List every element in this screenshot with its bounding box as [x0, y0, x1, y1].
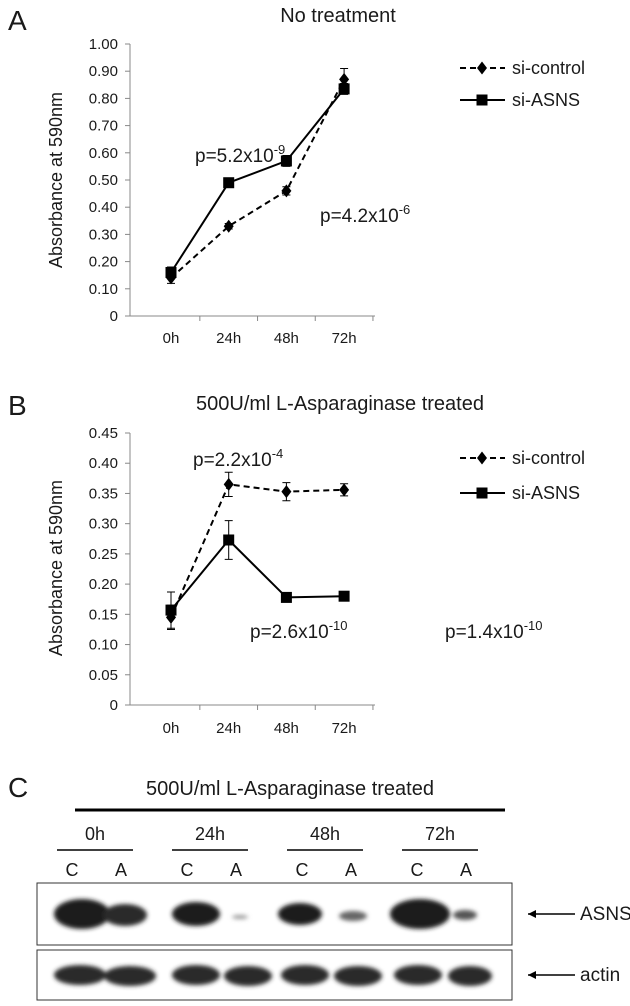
- legend-label: si-control: [512, 58, 585, 78]
- y-tick-label: 0.10: [89, 637, 118, 654]
- y-tick-label: 0.10: [89, 281, 118, 298]
- panel-label: B: [8, 390, 27, 421]
- timepoint-label: 48h: [310, 824, 340, 844]
- legend-marker: [476, 94, 488, 106]
- y-tick-label: 0.50: [89, 172, 118, 189]
- x-tick-label: 48h: [274, 330, 299, 347]
- marker: [281, 485, 292, 499]
- annotation-text: p=1.4x10: [445, 622, 524, 643]
- lane-label: C: [411, 860, 424, 880]
- annotation-exponent: -6: [399, 202, 411, 217]
- legend-label: si-ASNS: [512, 483, 580, 503]
- actin-bands: [54, 965, 492, 986]
- chart-title: No treatment: [280, 5, 396, 27]
- marker: [281, 184, 292, 198]
- lane-label: C: [66, 860, 79, 880]
- y-tick-label: 0.25: [89, 546, 118, 563]
- y-tick-label: 0.60: [89, 145, 118, 162]
- y-tick-label: 0.15: [89, 606, 118, 623]
- marker: [338, 83, 350, 95]
- y-tick-label: 0.35: [89, 485, 118, 502]
- marker: [223, 219, 234, 233]
- y-tick-label: 0.20: [89, 576, 118, 593]
- panel-label: C: [8, 772, 28, 803]
- y-tick-label: 0.30: [89, 516, 118, 533]
- marker: [339, 72, 350, 86]
- x-tick-label: 0h: [163, 330, 180, 347]
- lane-label: A: [115, 860, 127, 880]
- timepoint-label: 72h: [425, 824, 455, 844]
- lane-label: C: [296, 860, 309, 880]
- y-tick-label: 0: [110, 697, 118, 714]
- timepoint-label: 0h: [85, 824, 105, 844]
- annotation: p=2.2x10-4: [193, 446, 283, 471]
- marker: [223, 477, 234, 491]
- lane-label: A: [345, 860, 357, 880]
- marker: [223, 534, 235, 546]
- y-tick-label: 0.05: [89, 667, 118, 684]
- lane-label: C: [181, 860, 194, 880]
- annotation: p=1.4x10-10: [445, 618, 543, 643]
- blot-title: 500U/ml L-Asparaginase treated: [146, 778, 434, 800]
- series-line: [170, 538, 345, 611]
- annotation: p=2.6x10-10: [250, 618, 348, 643]
- y-axis-label: Absorbance at 590nm: [46, 480, 66, 656]
- marker: [223, 177, 235, 189]
- annotation-text: p=5.2x10: [195, 146, 274, 167]
- y-tick-label: 0: [110, 308, 118, 325]
- marker: [280, 591, 292, 603]
- y-axis-label: Absorbance at 590nm: [46, 92, 66, 268]
- y-tick-label: 0.80: [89, 90, 118, 107]
- x-tick-label: 0h: [163, 720, 180, 737]
- legend-marker: [476, 487, 488, 499]
- annotation-exponent: -10: [524, 618, 543, 633]
- annotation: p=4.2x10-6: [320, 202, 410, 227]
- band-label: actin: [580, 965, 620, 986]
- annotation-text: p=2.6x10: [250, 622, 329, 643]
- x-tick-label: 48h: [274, 720, 299, 737]
- timepoint-label: 24h: [195, 824, 225, 844]
- legend-label: si-control: [512, 448, 585, 468]
- chart-title: 500U/ml L-Asparaginase treated: [196, 393, 484, 415]
- x-tick-label: 72h: [332, 330, 357, 347]
- series-line: [170, 78, 345, 279]
- marker: [338, 590, 350, 602]
- arrow-head: [528, 971, 536, 979]
- asns-bands: [54, 899, 477, 929]
- legend-marker: [477, 451, 487, 465]
- panel-label: A: [8, 5, 27, 36]
- y-tick-label: 0.45: [89, 425, 118, 442]
- y-tick-label: 0.40: [89, 455, 118, 472]
- y-tick-label: 0.90: [89, 63, 118, 80]
- lane-label: A: [230, 860, 242, 880]
- y-tick-label: 0.70: [89, 118, 118, 135]
- lane-label: A: [460, 860, 472, 880]
- annotation: p=5.2x10-9: [195, 142, 285, 167]
- y-tick-label: 0.20: [89, 254, 118, 271]
- annotation-exponent: -10: [329, 618, 348, 633]
- arrow-head: [528, 910, 536, 918]
- marker: [165, 604, 177, 616]
- marker: [165, 266, 177, 278]
- legend-label: si-ASNS: [512, 90, 580, 110]
- legend-marker: [477, 61, 487, 75]
- x-tick-label: 24h: [216, 720, 241, 737]
- band-label: ASNS: [580, 904, 630, 925]
- x-tick-label: 72h: [332, 720, 357, 737]
- marker: [280, 155, 292, 167]
- annotation-text: p=2.2x10: [193, 450, 272, 471]
- y-tick-label: 0.40: [89, 199, 118, 216]
- y-tick-label: 0.30: [89, 226, 118, 243]
- marker: [339, 483, 350, 497]
- series-line: [170, 88, 345, 274]
- annotation-exponent: -9: [274, 142, 286, 157]
- y-tick-label: 1.00: [89, 36, 118, 53]
- annotation-exponent: -4: [272, 446, 284, 461]
- annotation-text: p=4.2x10: [320, 206, 399, 227]
- x-tick-label: 24h: [216, 330, 241, 347]
- series-line: [170, 483, 345, 618]
